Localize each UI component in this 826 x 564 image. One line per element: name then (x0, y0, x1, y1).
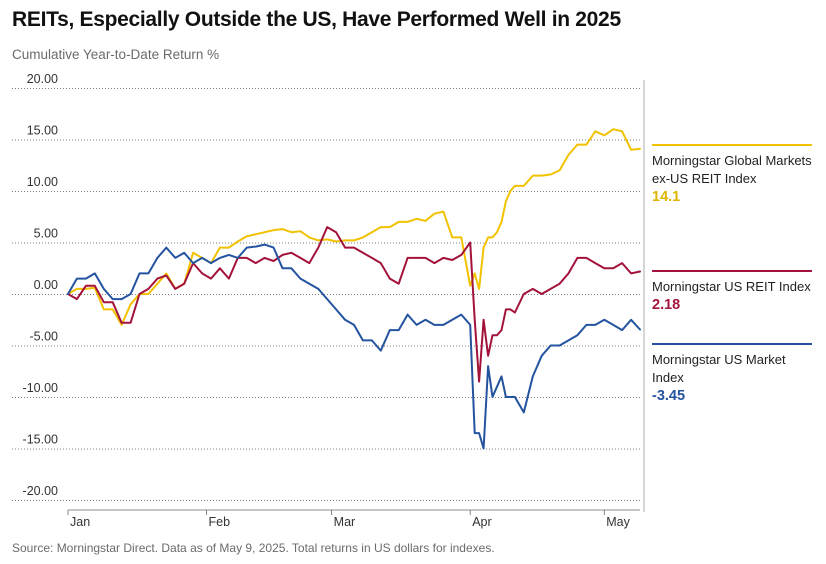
legend-swatch-market (652, 343, 812, 345)
y-tick-label: 20.00 (27, 72, 58, 86)
x-tick-label: Apr (472, 515, 491, 529)
x-axis-ticks: Jan Feb Mar Apr May (67, 510, 631, 529)
y-tick-label: 15.00 (27, 124, 58, 138)
y-tick-label: -15.00 (23, 433, 58, 447)
legend-label-global: Morningstar Global Markets ex-US REIT In… (652, 153, 812, 186)
legend-value-market: -3.45 (652, 388, 686, 404)
y-tick-label: -10.00 (23, 381, 58, 395)
series-line-global (67, 128, 641, 326)
series-line-reit (67, 226, 641, 383)
legend-item-market: Morningstar US Market Index -3.45 (652, 343, 812, 404)
y-axis-ticks: 20.00 15.00 10.00 5.00 0.00 -5.00 -10.00 -15.00… (23, 72, 59, 498)
legend-label-reit: Morningstar US REIT Index (652, 279, 811, 294)
legend-label-market: Morningstar US Market Index (652, 352, 786, 385)
legend-swatch-reit (652, 270, 812, 272)
y-tick-label: 0.00 (34, 278, 58, 292)
x-tick-label: Jan (70, 515, 90, 529)
chart-title: REITs, Especially Outside the US, Have P… (12, 8, 621, 31)
x-tick-label: May (606, 515, 630, 529)
gridlines (12, 88, 640, 511)
chart-subtitle: Cumulative Year-to-Date Return % (12, 47, 220, 62)
legend-swatch-global (652, 144, 812, 146)
series-line-market (67, 243, 641, 450)
x-tick-label: Mar (334, 515, 356, 529)
series-lines (67, 128, 641, 450)
y-tick-label: 5.00 (34, 227, 58, 241)
legend-value-reit: 2.18 (652, 297, 681, 313)
x-tick-label: Feb (209, 515, 231, 529)
y-tick-label: 10.00 (27, 175, 58, 189)
legend-item-reit: Morningstar US REIT Index 2.18 (652, 270, 812, 313)
legend-item-global: Morningstar Global Markets ex-US REIT In… (652, 144, 812, 205)
y-tick-label: -20.00 (23, 484, 58, 498)
y-tick-label: -5.00 (30, 330, 59, 344)
source-note: Source: Morningstar Direct. Data as of M… (12, 541, 495, 555)
legend-value-global: 14.1 (652, 189, 681, 205)
